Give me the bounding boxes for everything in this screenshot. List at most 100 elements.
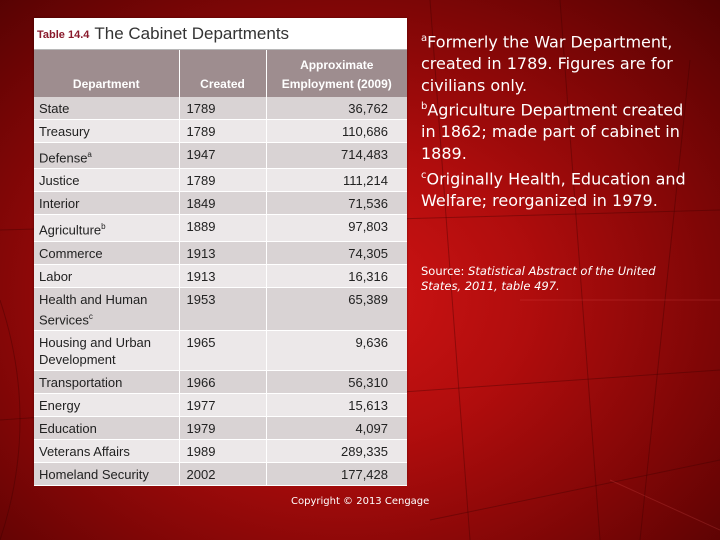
table-heading: Table 14.4 The Cabinet Departments	[34, 18, 407, 50]
cell-employment: 56,310	[266, 370, 407, 394]
footnote-ref: c	[88, 311, 93, 321]
header-created: Created	[179, 50, 267, 97]
cell-department: Veterans Affairs	[34, 439, 180, 463]
table-row: Commerce 1913 74,305	[34, 241, 407, 265]
cell-created: 1913	[179, 264, 267, 288]
header-department: Department	[34, 50, 180, 97]
cell-created: 1989	[179, 439, 267, 463]
department-name: Treasury	[39, 124, 90, 139]
cell-employment: 289,335	[266, 439, 407, 463]
table-row: Agricultureb 1889 97,803	[34, 214, 407, 242]
cell-department: Labor	[34, 264, 180, 288]
table-row: Health and Human Servicesc 1953 65,389	[34, 287, 407, 331]
cell-employment: 15,613	[266, 393, 407, 417]
cell-employment: 177,428	[266, 462, 407, 486]
cell-created: 1849	[179, 191, 267, 216]
cell-employment: 110,686	[266, 119, 407, 143]
footnote-c: cOriginally Health, Education and Welfar…	[421, 165, 696, 212]
department-name: Homeland Security	[39, 466, 149, 482]
footnote-marker: a	[421, 33, 428, 44]
footnote-text: Agriculture Department created in 1862; …	[421, 100, 684, 164]
cell-employment: 97,803	[266, 214, 407, 242]
cell-created: 1789	[179, 97, 267, 120]
header-employment: Approximate Employment (2009)	[266, 50, 407, 97]
cabinet-departments-table: Table 14.4 The Cabinet Departments Depar…	[34, 18, 407, 486]
department-name: Energy	[39, 397, 81, 413]
footnote-b: bAgriculture Department created in 1862;…	[421, 96, 696, 164]
cell-created: 1979	[179, 416, 267, 440]
cell-employment: 71,536	[266, 191, 407, 216]
cell-department: Health and Human Servicesc	[34, 287, 180, 331]
table-body: State 1789 36,762 Treasury 1789 110,686 Defens…	[34, 97, 407, 486]
cell-employment: 36,762	[266, 97, 407, 120]
table-number: Table 14.4	[37, 28, 90, 41]
cell-department: Defensea	[34, 142, 180, 170]
footnote-ref: a	[87, 150, 92, 159]
department-name: Education	[39, 420, 97, 436]
footnote-ref: b	[101, 222, 106, 232]
cell-department: Education	[34, 416, 180, 440]
table-row: Labor 1913 16,316	[34, 264, 407, 288]
cell-department: State	[34, 97, 180, 120]
cell-created: 1889	[179, 214, 267, 242]
cell-employment: 65,389	[266, 287, 407, 331]
footnote-text: Originally Health, Education and Welfare…	[421, 169, 686, 210]
cell-created: 1953	[179, 287, 267, 331]
table-row: Interior 1849 71,536	[34, 191, 407, 216]
departments-table: Department Created Approximate Employmen…	[34, 50, 407, 486]
cell-department: Interior	[34, 191, 180, 216]
table-row: Housing and Urban Development 1965 9,636	[34, 330, 407, 371]
cell-employment: 4,097	[266, 416, 407, 440]
table-row: Education 1979 4,097	[34, 416, 407, 440]
source-note: Source: Statistical Abstract of the Unit…	[421, 264, 691, 294]
department-name: Defense	[39, 150, 88, 166]
cell-employment: 74,305	[266, 241, 407, 265]
cell-department: Commerce	[34, 241, 180, 265]
cell-employment: 16,316	[266, 264, 407, 288]
source-citation: Statistical Abstract of the United State…	[421, 264, 656, 293]
cell-department: Housing and Urban Development	[34, 330, 180, 371]
cell-department: Energy	[34, 393, 180, 417]
cell-created: 1966	[179, 370, 267, 394]
table-row: Homeland Security 2002 177,428	[34, 462, 407, 486]
department-name: Interior	[39, 196, 80, 212]
department-name: Labor	[39, 268, 73, 284]
table-title: The Cabinet Departments	[94, 23, 290, 43]
footnote-text: Formerly the War Department, created in …	[421, 32, 673, 95]
footnote-marker: b	[421, 101, 428, 113]
cell-employment: 714,483	[266, 142, 407, 170]
cell-created: 1789	[179, 119, 267, 143]
table-row: State 1789 36,762	[34, 97, 407, 120]
table-row: Energy 1977 15,613	[34, 393, 407, 417]
cell-department: Agricultureb	[34, 214, 180, 242]
table-row: Defensea 1947 714,483	[34, 142, 407, 170]
table-row: Veterans Affairs 1989 289,335	[34, 439, 407, 463]
department-name: Justice	[39, 173, 80, 189]
cell-created: 2002	[179, 462, 267, 486]
department-name: Veterans Affairs	[39, 443, 130, 459]
cell-department: Homeland Security	[34, 462, 180, 486]
cell-created: 1977	[179, 393, 267, 417]
cell-department: Treasury	[34, 119, 180, 143]
footnote-marker: c	[421, 169, 427, 181]
cell-created: 1913	[179, 241, 267, 265]
footnote-a: aFormerly the War Department, created in…	[421, 28, 696, 96]
table-row: Justice 1789 111,214	[34, 168, 407, 193]
department-name: Health and Human Services	[39, 291, 148, 327]
cell-created: 1789	[179, 168, 267, 193]
copyright-notice: Copyright © 2013 Cengage	[291, 496, 430, 507]
cell-employment: 9,636	[266, 330, 407, 371]
department-name: Agriculture	[39, 222, 102, 238]
header-row: Department Created Approximate Employmen…	[34, 50, 407, 97]
cell-created: 1965	[179, 330, 267, 371]
source-label: Source:	[421, 264, 469, 278]
table-row: Transportation 1966 56,310	[34, 370, 407, 394]
footnotes: aFormerly the War Department, created in…	[421, 28, 696, 212]
cell-department: Transportation	[34, 370, 180, 394]
table-row: Treasury 1789 110,686	[34, 119, 407, 143]
cell-department: Justice	[34, 168, 180, 193]
cell-employment: 111,214	[266, 168, 407, 193]
cell-created: 1947	[179, 142, 267, 170]
department-name: Transportation	[39, 374, 123, 390]
department-name: Commerce	[39, 245, 103, 261]
